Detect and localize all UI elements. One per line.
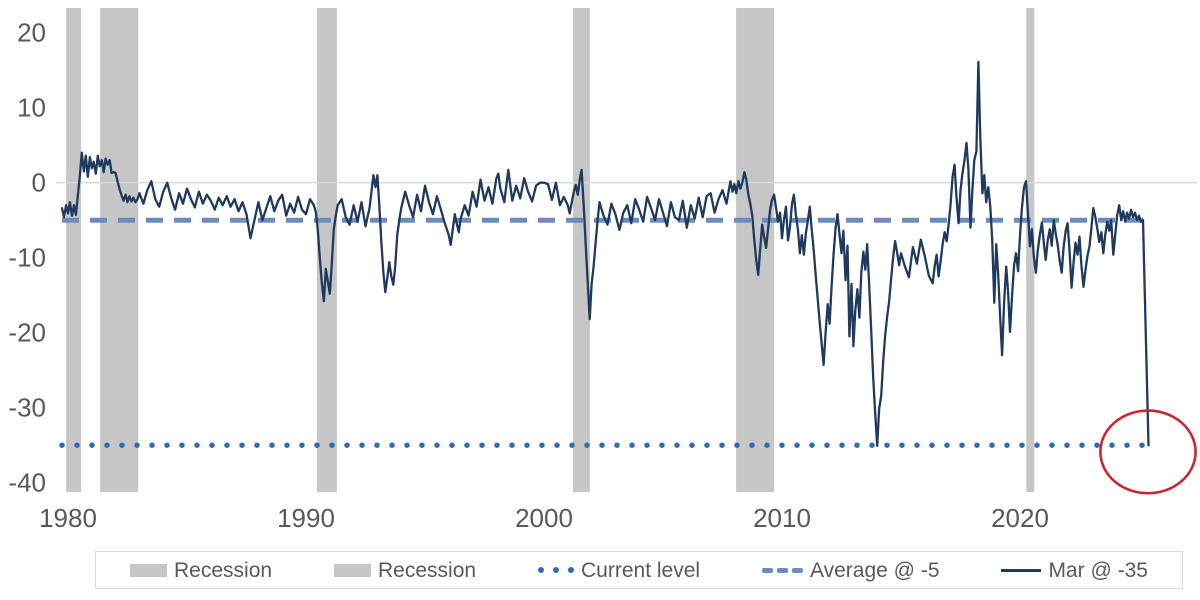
legend: Recession Recession Current level Average @… [95, 551, 1183, 589]
legend-label: Recession [378, 558, 477, 582]
dotted-swatch-icon [538, 567, 574, 573]
line-swatch-icon [1001, 568, 1042, 572]
y-tick-label: -40 [8, 468, 46, 498]
recession-band [1026, 8, 1035, 492]
legend-label: Recession [174, 558, 273, 582]
legend-item-average-5: Average @ -5 [762, 560, 940, 581]
y-tick-label: -10 [8, 243, 46, 273]
x-tick-label: 1990 [277, 503, 335, 533]
recession-band [100, 8, 139, 492]
x-tick-label: 1980 [39, 503, 97, 533]
y-tick-label: 20 [17, 18, 46, 48]
series-line [60, 60, 1150, 448]
band-swatch-icon [334, 563, 371, 577]
legend-label: Mar @ -35 [1048, 558, 1148, 582]
band-swatch-icon [130, 563, 167, 577]
x-tick-label: 2000 [515, 503, 573, 533]
recession-band [573, 8, 590, 492]
legend-item-mar-35: Mar @ -35 [1001, 560, 1148, 581]
highlight-circle [1099, 409, 1197, 495]
y-tick-label: -30 [8, 393, 46, 423]
legend-item-recession: Recession [130, 560, 272, 581]
y-tick-label: 10 [17, 93, 46, 123]
y-tick-label: 0 [32, 168, 46, 198]
legend-item-current-level: Current level [538, 560, 700, 581]
legend-label: Average @ -5 [810, 558, 940, 582]
recession-band [316, 8, 337, 492]
recession-band [66, 8, 82, 492]
x-tick-label: 2020 [991, 503, 1049, 533]
legend-item-recession: Recession [334, 560, 476, 581]
legend-label: Current level [581, 558, 701, 582]
dashed-swatch-icon [762, 567, 803, 573]
x-tick-label: 2010 [753, 503, 811, 533]
y-tick-label: -20 [8, 318, 46, 348]
